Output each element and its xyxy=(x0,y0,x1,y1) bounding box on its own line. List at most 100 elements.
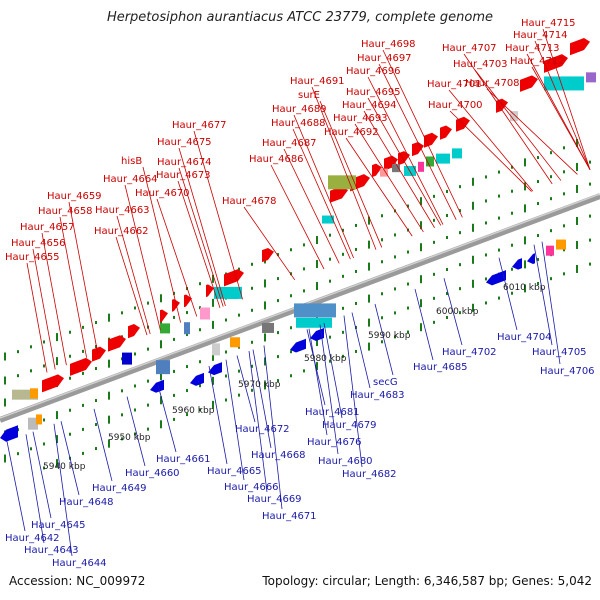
track-tick xyxy=(108,415,110,424)
track-tick xyxy=(433,272,435,276)
forward-gene-label: Haur_4678 xyxy=(222,196,277,207)
leader-line xyxy=(283,148,340,264)
track-tick xyxy=(368,318,370,327)
track-tick xyxy=(69,408,71,412)
track-tick xyxy=(199,282,201,286)
forward-gene xyxy=(224,269,244,287)
reverse-gene xyxy=(290,338,306,353)
leader-line xyxy=(414,288,434,361)
track-tick xyxy=(147,301,149,305)
track-tick xyxy=(407,306,409,310)
track-tick xyxy=(576,264,578,273)
forward-gene-label: Haur_4693 xyxy=(333,113,388,124)
forward-gene-shape xyxy=(108,335,126,352)
track-tick xyxy=(472,223,474,232)
leader-line xyxy=(41,232,67,366)
track-tick xyxy=(147,347,149,351)
forward-gene-shape xyxy=(520,75,538,92)
track-tick xyxy=(394,287,396,291)
forward-gene-label: Haur_4694 xyxy=(342,100,397,111)
track-tick xyxy=(277,379,279,383)
track-tick xyxy=(56,435,58,444)
forward-gene-label: Haur_4703 xyxy=(453,59,508,70)
track-tick xyxy=(511,243,513,247)
track-tick xyxy=(303,289,305,293)
gene-feature xyxy=(380,168,388,177)
gene-feature xyxy=(510,111,518,122)
forward-gene-shape xyxy=(184,294,192,308)
track-tick xyxy=(381,316,383,320)
track-tick xyxy=(4,398,6,407)
track-tick xyxy=(147,427,149,431)
track-tick xyxy=(329,257,331,261)
track-tick xyxy=(355,247,357,251)
forward-gene-label: Haur_4670 xyxy=(135,188,190,199)
track-tick xyxy=(108,359,110,368)
track-tick xyxy=(316,362,318,371)
track-tick xyxy=(394,255,396,259)
track-tick xyxy=(147,379,149,383)
track-tick xyxy=(43,466,45,470)
forward-gene-label: hisB xyxy=(121,156,142,167)
leader-line xyxy=(177,180,221,308)
track-tick xyxy=(498,170,500,174)
reverse-gene-label: Haur_4642 xyxy=(5,533,60,544)
reverse-gene xyxy=(486,270,506,286)
leader-line xyxy=(6,441,26,532)
track-tick xyxy=(420,221,422,230)
reverse-gene-label: Haur_4704 xyxy=(497,332,552,343)
track-tick xyxy=(95,345,97,349)
track-tick xyxy=(56,411,58,420)
leader-line xyxy=(225,359,245,481)
leader-line xyxy=(367,76,444,225)
track-tick xyxy=(576,184,578,193)
reverse-gene xyxy=(310,328,324,342)
track-tick xyxy=(134,306,136,310)
forward-gene-label: Haur_4695 xyxy=(346,87,401,98)
track-tick xyxy=(511,189,513,193)
track-tick xyxy=(121,437,123,441)
track-tick xyxy=(407,282,409,286)
track-tick xyxy=(563,272,565,276)
forward-gene-label: Haur_4659 xyxy=(47,191,102,202)
forward-gene-label: surE xyxy=(298,90,320,101)
forward-gene-label: Haur_4689 xyxy=(272,104,327,115)
track-tick xyxy=(82,451,84,455)
track-tick xyxy=(537,156,539,160)
forward-gene xyxy=(206,284,214,298)
forward-gene-label: Haur_4662 xyxy=(94,226,149,237)
forward-gene-label: Haur_4686 xyxy=(249,154,304,165)
track-tick xyxy=(576,138,578,147)
reverse-gene-label: Haur_4679 xyxy=(322,420,377,431)
track-tick xyxy=(589,262,591,266)
track-tick xyxy=(238,267,240,271)
forward-gene-label: Haur_4673 xyxy=(156,170,211,181)
track-tick xyxy=(576,216,578,225)
track-tick xyxy=(511,291,513,295)
forward-gene xyxy=(372,163,382,178)
forward-gene-label: Haur_4692 xyxy=(324,127,379,138)
forward-gene-shape xyxy=(128,323,140,339)
track-tick xyxy=(511,267,513,271)
reverse-gene xyxy=(190,372,204,386)
track-tick xyxy=(485,277,487,281)
scale-label: 5950 kbp xyxy=(108,433,151,443)
forward-gene-shape xyxy=(160,309,168,323)
track-tick xyxy=(433,320,435,324)
reverse-gene-label: Haur_4681 xyxy=(305,407,360,418)
forward-gene-shape xyxy=(330,186,348,203)
track-tick xyxy=(264,381,266,390)
track-tick xyxy=(199,360,201,364)
leader-line xyxy=(311,86,377,250)
leader-line xyxy=(248,350,268,493)
track-tick xyxy=(69,432,71,436)
track-tick xyxy=(550,197,552,201)
track-tick xyxy=(511,211,513,215)
track-tick xyxy=(524,236,526,245)
track-tick xyxy=(524,284,526,293)
leader-line xyxy=(157,384,177,453)
track-tick xyxy=(368,342,370,351)
track-tick xyxy=(589,238,591,242)
track-tick xyxy=(290,350,292,354)
